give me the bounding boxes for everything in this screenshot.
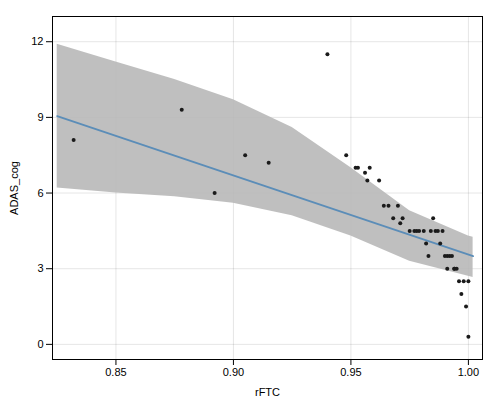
svg-text:ADAS_cog: ADAS_cog <box>8 161 20 215</box>
svg-text:rFTC: rFTC <box>255 386 280 398</box>
svg-text:12: 12 <box>31 35 43 47</box>
svg-text:6: 6 <box>37 187 43 199</box>
svg-text:3: 3 <box>37 262 43 274</box>
svg-text:0: 0 <box>37 338 43 350</box>
svg-text:1.00: 1.00 <box>458 366 479 378</box>
svg-text:9: 9 <box>37 111 43 123</box>
svg-text:0.95: 0.95 <box>340 366 361 378</box>
svg-text:0.85: 0.85 <box>105 366 126 378</box>
svg-text:0.90: 0.90 <box>223 366 244 378</box>
